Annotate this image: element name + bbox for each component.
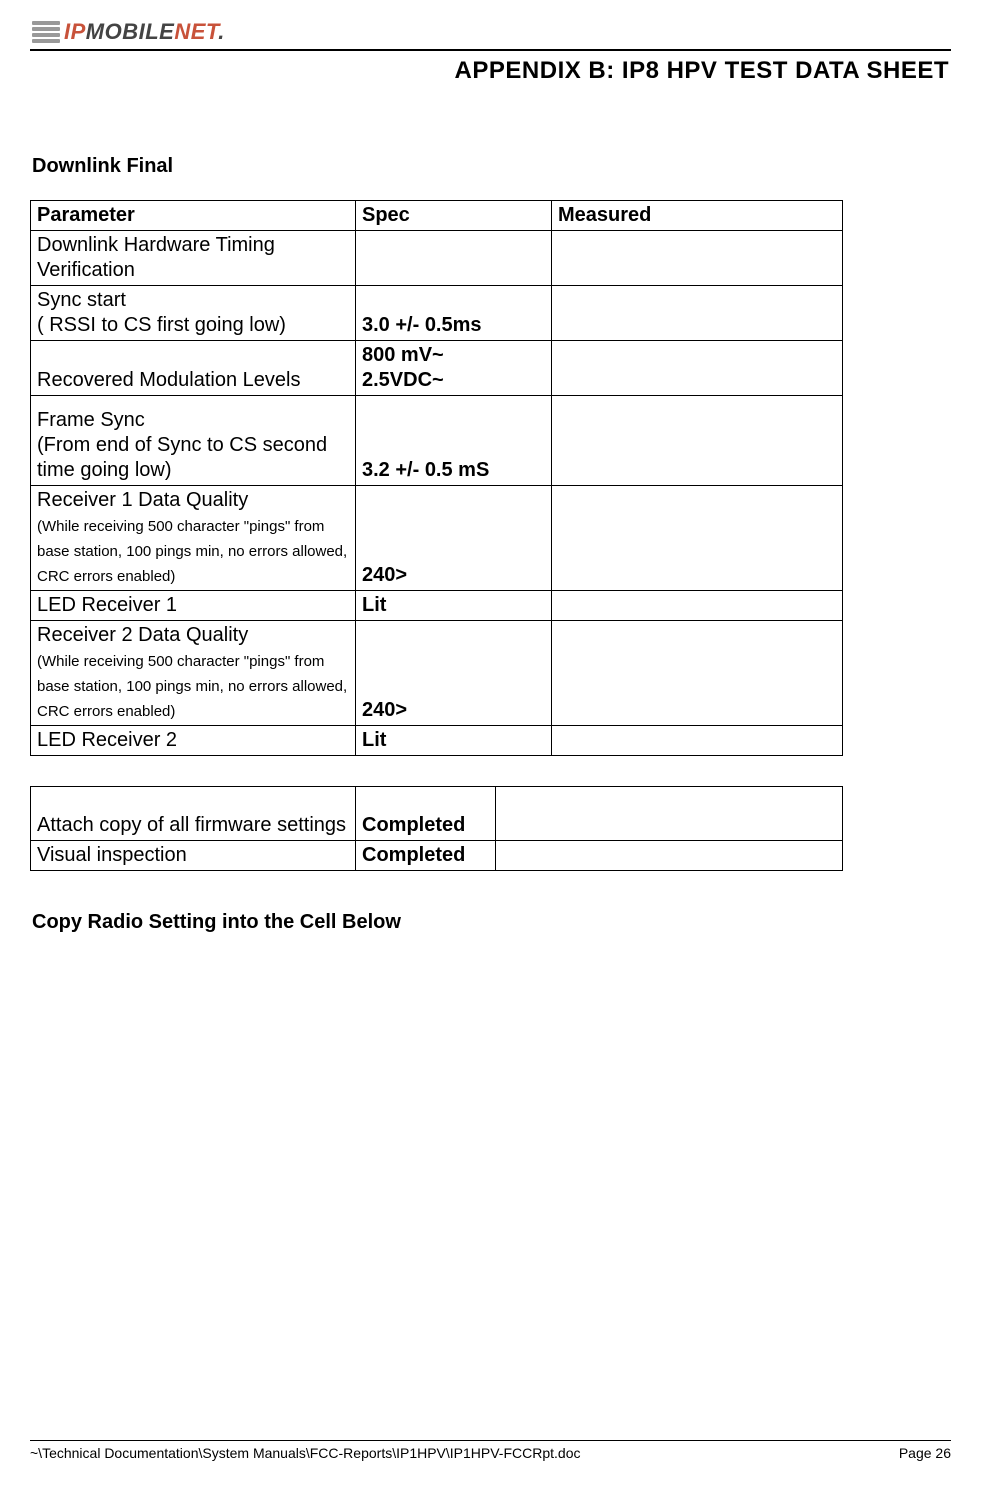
- table-row: LED Receiver 2 Lit: [31, 726, 843, 756]
- cell-measured: [552, 486, 843, 591]
- cell-measured: [552, 726, 843, 756]
- header-measured: Measured: [552, 201, 843, 231]
- table-row: Frame Sync (From end of Sync to CS secon…: [31, 396, 843, 486]
- param-sub: (While receiving 500 character "pings" f…: [37, 653, 347, 720]
- copy-radio-heading: Copy Radio Setting into the Cell Below: [30, 911, 951, 934]
- footer-page-number: Page 26: [899, 1445, 951, 1461]
- table-row: Visual inspection Completed: [31, 841, 843, 871]
- cell-measured: [552, 396, 843, 486]
- cell-spec: Lit: [356, 726, 552, 756]
- cell-measured: [496, 841, 843, 871]
- cell-measured: [552, 591, 843, 621]
- table-row: Recovered Modulation Levels 800 mV~ 2.5V…: [31, 341, 843, 396]
- param-main: Frame Sync: [37, 409, 145, 431]
- completion-table: Attach copy of all firmware settings Com…: [30, 786, 843, 871]
- table-row: Sync start ( RSSI to CS first going low)…: [31, 286, 843, 341]
- cell-measured: [496, 787, 843, 841]
- cell-measured: [552, 621, 843, 726]
- logo-mobile: MOBILE: [86, 19, 175, 44]
- page-footer: ~\Technical Documentation\System Manuals…: [30, 1440, 951, 1461]
- downlink-final-table: Parameter Spec Measured Downlink Hardwar…: [30, 200, 843, 756]
- cell-parameter: Sync start ( RSSI to CS first going low): [31, 286, 356, 341]
- logo-text: IPMOBILENET.: [64, 19, 225, 45]
- table-row: Attach copy of all firmware settings Com…: [31, 787, 843, 841]
- cell-parameter: Attach copy of all firmware settings: [31, 787, 356, 841]
- cell-measured: [552, 286, 843, 341]
- table-row: LED Receiver 1 Lit: [31, 591, 843, 621]
- cell-parameter: Receiver 2 Data Quality (While receiving…: [31, 621, 356, 726]
- cell-parameter: Downlink Hardware Timing Verification: [31, 231, 356, 286]
- cell-parameter: Receiver 1 Data Quality (While receiving…: [31, 486, 356, 591]
- table-row: Downlink Hardware Timing Verification: [31, 231, 843, 286]
- logo-dot: .: [218, 19, 225, 44]
- cell-spec: 3.2 +/- 0.5 mS: [356, 396, 552, 486]
- cell-spec: Completed: [356, 841, 496, 871]
- cell-measured: [552, 231, 843, 286]
- cell-parameter: Recovered Modulation Levels: [31, 341, 356, 396]
- param-main: Sync start: [37, 289, 126, 311]
- logo-ip: IP: [64, 19, 86, 44]
- appendix-title: APPENDIX B: IP8 HPV TEST DATA SHEET: [30, 51, 951, 85]
- cell-parameter: Frame Sync (From end of Sync to CS secon…: [31, 396, 356, 486]
- cell-spec: 3.0 +/- 0.5ms: [356, 286, 552, 341]
- table-row: Receiver 2 Data Quality (While receiving…: [31, 621, 843, 726]
- param-main: Receiver 2 Data Quality: [37, 623, 351, 648]
- company-logo: IPMOBILENET.: [30, 0, 951, 45]
- param-sub: ( RSSI to CS first going low): [37, 314, 286, 336]
- table-header-row: Parameter Spec Measured: [31, 201, 843, 231]
- cell-spec: 240>: [356, 486, 552, 591]
- cell-parameter: Visual inspection: [31, 841, 356, 871]
- logo-net: NET: [174, 19, 218, 44]
- downlink-final-heading: Downlink Final: [30, 155, 951, 178]
- table-row: Receiver 1 Data Quality (While receiving…: [31, 486, 843, 591]
- header-parameter: Parameter: [31, 201, 356, 231]
- param-sub: (From end of Sync to CS second time goin…: [37, 434, 327, 481]
- param-sub: (While receiving 500 character "pings" f…: [37, 518, 347, 585]
- footer-path: ~\Technical Documentation\System Manuals…: [30, 1445, 581, 1461]
- cell-spec: Lit: [356, 591, 552, 621]
- param-main: Receiver 1 Data Quality: [37, 488, 351, 513]
- cell-parameter: LED Receiver 2: [31, 726, 356, 756]
- cell-spec: 240>: [356, 621, 552, 726]
- logo-bars-icon: [32, 21, 60, 43]
- cell-parameter: LED Receiver 1: [31, 591, 356, 621]
- cell-spec: Completed: [356, 787, 496, 841]
- cell-spec: [356, 231, 552, 286]
- cell-measured: [552, 341, 843, 396]
- header-spec: Spec: [356, 201, 552, 231]
- cell-spec: 800 mV~ 2.5VDC~: [356, 341, 552, 396]
